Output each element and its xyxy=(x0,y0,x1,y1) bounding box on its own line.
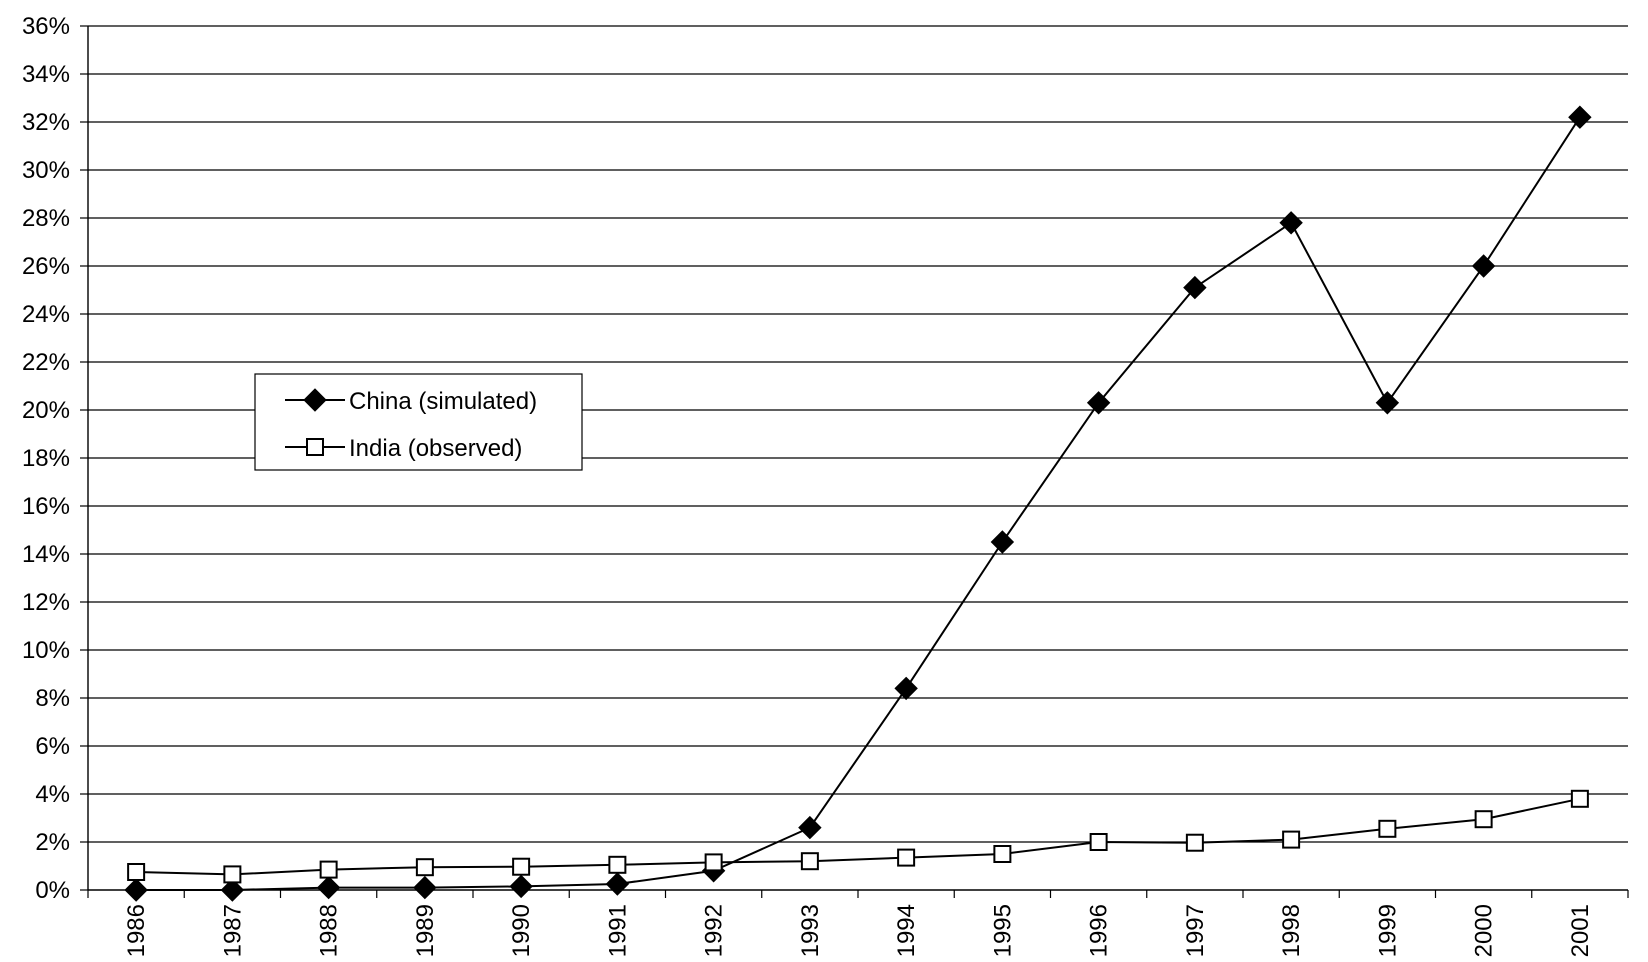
legend-marker-china xyxy=(303,388,327,412)
data-point-india-1997 xyxy=(1185,833,1204,852)
x-tick-label-1995: 1995 xyxy=(989,904,1016,957)
data-point-china-1999 xyxy=(1375,391,1400,415)
data-point-china-1986 xyxy=(124,878,148,902)
data-point-china-1996 xyxy=(1086,391,1111,415)
x-tick-label-1996: 1996 xyxy=(1086,904,1113,957)
series-china xyxy=(124,105,1592,902)
x-tick-label-1993: 1993 xyxy=(797,904,824,957)
data-point-india-1990 xyxy=(512,857,531,876)
data-point-india-1993 xyxy=(800,852,819,871)
legend-label-china: China (simulated) xyxy=(349,388,537,415)
y-tick-label: 24% xyxy=(22,301,70,328)
y-tick-label: 6% xyxy=(35,733,70,760)
data-point-india-1988 xyxy=(319,860,338,879)
x-tick-label-1987: 1987 xyxy=(219,904,246,957)
data-point-china-2000 xyxy=(1471,254,1496,278)
series-layer xyxy=(124,105,1592,902)
y-tick-label: 8% xyxy=(35,685,70,712)
series-india xyxy=(127,789,1589,884)
x-axis-tick-labels: 1986 1987 1988 1989 1990 1991 1992 1993 1994 1995… xyxy=(123,904,1594,957)
data-point-india-1992 xyxy=(704,853,723,872)
y-tick-label: 22% xyxy=(22,349,70,376)
data-point-india-1987 xyxy=(223,865,242,884)
series-line-china xyxy=(136,116,1581,891)
data-point-india-1998 xyxy=(1282,830,1301,849)
data-point-india-1999 xyxy=(1378,819,1397,838)
x-tick-label-1990: 1990 xyxy=(508,904,535,957)
data-point-india-1995 xyxy=(993,845,1012,863)
x-tick-label-1997: 1997 xyxy=(1182,904,1209,957)
y-tick-label: 34% xyxy=(22,61,70,88)
y-tick-label: 28% xyxy=(22,205,70,232)
data-point-china-1988 xyxy=(316,875,341,900)
data-point-india-1996 xyxy=(1089,833,1108,851)
x-tick-label-1986: 1986 xyxy=(123,904,150,957)
data-point-india-1986 xyxy=(127,863,146,881)
y-tick-label: 30% xyxy=(22,157,70,184)
y-tick-label: 36% xyxy=(22,13,70,40)
axes xyxy=(80,25,1629,898)
data-point-china-1987 xyxy=(220,878,245,902)
data-point-china-1989 xyxy=(413,875,437,900)
data-point-china-1990 xyxy=(509,874,533,899)
legend: China (simulated) India (observed) xyxy=(254,373,583,471)
y-tick-label: 12% xyxy=(22,589,70,616)
y-axis-tick-labels: 0% 2% 4% 6% 8% 10% 12% 14% 16% 18% 20% 22% 24% 26% 28%… xyxy=(22,13,70,904)
series-line-india xyxy=(136,797,1581,876)
data-point-china-1994 xyxy=(894,676,918,701)
x-tick-label-1994: 1994 xyxy=(893,904,920,957)
y-tick-label: 10% xyxy=(22,637,70,664)
y-tick-label: 0% xyxy=(35,877,70,904)
data-point-india-1994 xyxy=(897,848,916,867)
y-tick-label: 18% xyxy=(22,445,70,472)
y-tick-label: 26% xyxy=(22,253,70,280)
gridlines xyxy=(88,25,1628,843)
y-tick-label: 2% xyxy=(35,829,70,856)
data-point-india-2000 xyxy=(1474,810,1493,829)
data-point-india-1991 xyxy=(608,855,627,874)
x-tick-label-1988: 1988 xyxy=(316,904,343,957)
x-tick-label-1989: 1989 xyxy=(412,904,439,957)
x-tick-label-1999: 1999 xyxy=(1374,904,1401,957)
data-point-india-1989 xyxy=(415,858,434,877)
legend-label-india: India (observed) xyxy=(349,435,522,462)
x-tick-label-1992: 1992 xyxy=(701,904,728,957)
data-point-china-1995 xyxy=(990,530,1015,554)
y-tick-label: 14% xyxy=(22,541,70,568)
data-point-china-1991 xyxy=(605,872,630,896)
x-tick-label-1991: 1991 xyxy=(604,904,631,957)
y-tick-label: 32% xyxy=(22,109,70,136)
y-tick-label: 4% xyxy=(35,781,70,808)
x-tick-label-2000: 2000 xyxy=(1471,904,1498,957)
data-point-china-1993 xyxy=(798,815,822,840)
y-tick-label: 20% xyxy=(22,397,70,424)
data-point-china-2001 xyxy=(1568,105,1592,129)
x-tick-label-1998: 1998 xyxy=(1278,904,1305,957)
y-tick-label: 16% xyxy=(22,493,70,520)
data-point-india-2001 xyxy=(1570,789,1589,808)
legend-marker-india xyxy=(306,438,324,456)
data-point-china-1997 xyxy=(1183,275,1207,300)
data-point-china-1998 xyxy=(1279,211,1303,235)
x-tick-label-2001: 2001 xyxy=(1567,904,1594,957)
